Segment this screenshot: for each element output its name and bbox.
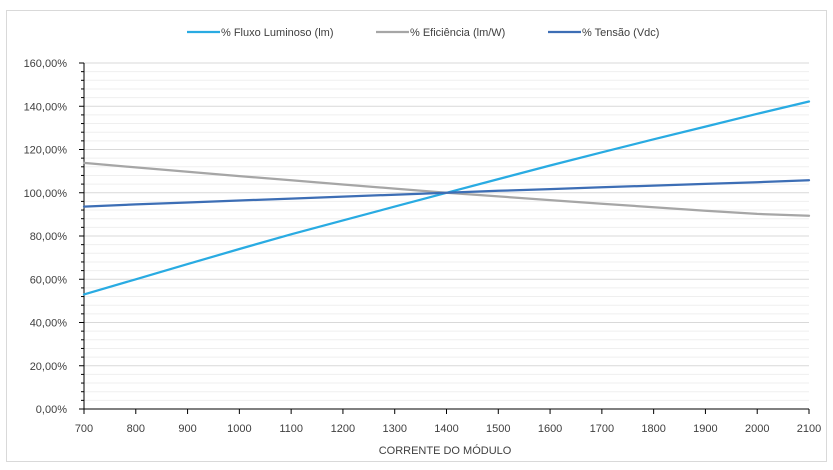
- x-tick-label: 1300: [382, 423, 406, 435]
- y-tick-label: 160,00%: [24, 58, 68, 70]
- gridlines: [84, 62, 809, 410]
- y-tick-label: 80,00%: [30, 231, 68, 243]
- y-tick-label: 0,00%: [36, 404, 67, 416]
- x-tick-label: 1000: [227, 423, 251, 435]
- x-tick-label: 1400: [434, 423, 458, 435]
- x-tick-label: 1100: [279, 423, 303, 435]
- legend-label: % Eficiência (lm/W): [410, 27, 505, 39]
- x-tick-label: 1800: [641, 423, 665, 435]
- x-tick-label: 900: [178, 423, 196, 435]
- y-tick-label: 20,00%: [30, 361, 68, 373]
- series-line-tens-o-vdc: [82, 179, 811, 208]
- legend: % Fluxo Luminoso (lm) % Eficiência (lm/W)…: [187, 27, 659, 39]
- x-tick-label: 1600: [538, 423, 562, 435]
- x-tick-label: 1900: [693, 423, 717, 435]
- y-tick-label: 140,00%: [24, 101, 68, 113]
- x-axis-tick-labels: 700 800 900 1000 1100 1200 1300 1400 1500 1600 170…: [75, 423, 821, 435]
- x-tick-label: 1200: [331, 423, 355, 435]
- series-line-efici-ncia-lm-w: [82, 161, 811, 217]
- y-tick-label: 100,00%: [24, 188, 68, 200]
- x-tick-label: 1500: [486, 423, 510, 435]
- x-axis-title: CORRENTE DO MÓDULO: [379, 444, 512, 457]
- y-tick-label: 40,00%: [30, 318, 68, 330]
- series-lines: [82, 100, 811, 296]
- legend-label: % Tensão (Vdc): [582, 27, 659, 39]
- x-tick-label: 800: [127, 423, 145, 435]
- x-tick-label: 2000: [745, 423, 769, 435]
- series-line-fluxo-luminoso-lm: [82, 100, 811, 296]
- x-tick-label: 1700: [590, 423, 614, 435]
- x-tick-label: 700: [75, 423, 93, 435]
- legend-label: % Fluxo Luminoso (lm): [221, 27, 333, 39]
- y-axis-tick-labels: 0,00% 20,00% 40,00% 60,00% 80,00% 100,00% 120,…: [24, 58, 68, 416]
- axes: [79, 62, 810, 414]
- y-tick-label: 60,00%: [30, 274, 68, 286]
- y-tick-label: 120,00%: [24, 145, 68, 157]
- x-tick-label: 2100: [797, 423, 821, 435]
